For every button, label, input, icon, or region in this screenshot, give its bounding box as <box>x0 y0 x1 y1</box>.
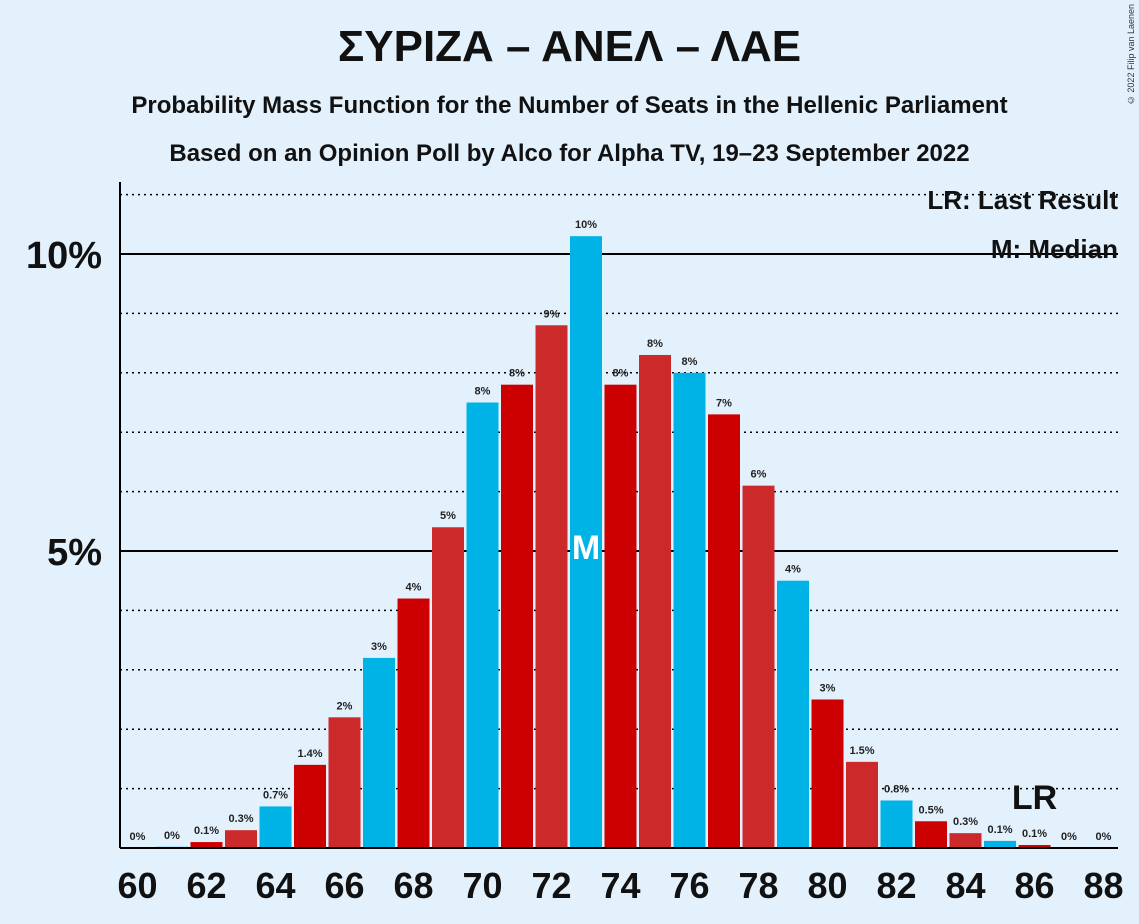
bar-68 <box>397 598 430 848</box>
chart-source: Based on an Opinion Poll by Alco for Alp… <box>169 140 970 167</box>
x-tick-label: 60 <box>117 865 157 906</box>
chart-title: ΣΥΡΙΖΑ – ΑΝΕΛ – ΛΑΕ <box>337 22 802 71</box>
data-label-69: 5% <box>440 510 456 522</box>
data-label-79: 4% <box>785 564 801 576</box>
data-label-74: 8% <box>613 368 629 380</box>
bar-81 <box>846 761 878 848</box>
bar-85 <box>984 840 1016 848</box>
bar-67 <box>363 657 395 848</box>
bar-66 <box>328 717 361 848</box>
data-label-86: 0.1% <box>1022 828 1047 840</box>
data-label-81: 1.5% <box>849 745 874 757</box>
data-label-73: 10% <box>575 219 597 231</box>
data-label-82: 0.8% <box>884 783 909 795</box>
data-label-83: 0.5% <box>918 804 943 816</box>
chart-subtitle: Probability Mass Function for the Number… <box>131 92 1008 119</box>
axes: 5% 10% 60 62 64 66 68 70 72 74 76 78 80 82 84 86 88 <box>26 182 1124 906</box>
x-tick-label: 66 <box>324 865 364 906</box>
x-tick-label: 82 <box>876 865 916 906</box>
bar-82 <box>880 800 913 848</box>
data-label-78: 6% <box>751 469 767 481</box>
data-label-63: 0.3% <box>228 813 253 825</box>
data-label-80: 3% <box>820 683 836 695</box>
legend-median: M: Median <box>991 234 1118 264</box>
bar-75 <box>639 354 671 848</box>
x-tick-label: 68 <box>393 865 433 906</box>
median-marker: M <box>572 529 600 567</box>
data-label-70: 8% <box>475 386 491 398</box>
bar-78 <box>742 485 775 848</box>
data-label-88: 0% <box>1096 831 1112 843</box>
bar-79 <box>777 580 809 848</box>
bar-80 <box>811 699 844 848</box>
x-tick-label: 78 <box>738 865 778 906</box>
legend-last-result: LR: Last Result <box>927 185 1118 215</box>
bar-84 <box>949 833 982 848</box>
bar-77 <box>708 414 740 848</box>
data-label-72: 9% <box>544 308 560 320</box>
x-tick-label: 72 <box>531 865 571 906</box>
bar-73 <box>570 236 602 848</box>
data-label-84: 0.3% <box>953 816 978 828</box>
data-label-61: 0% <box>164 830 180 842</box>
bar-83 <box>915 821 947 848</box>
x-tick-label: 88 <box>1083 865 1123 906</box>
bar-62 <box>190 842 223 848</box>
x-tick-label: 70 <box>462 865 502 906</box>
y-tick-label: 10% <box>26 235 102 277</box>
data-label-68: 4% <box>406 582 422 594</box>
bar-72 <box>535 325 568 848</box>
bar-69 <box>432 527 464 848</box>
data-label-75: 8% <box>647 338 663 350</box>
x-tick-label: 80 <box>807 865 847 906</box>
data-label-60: 0% <box>130 831 146 843</box>
data-label-65: 1.4% <box>297 748 322 760</box>
data-label-66: 2% <box>337 700 353 712</box>
x-tick-label: 64 <box>255 865 295 906</box>
bar-74 <box>604 384 637 848</box>
y-tick-label: 5% <box>47 532 102 574</box>
bar-76 <box>673 372 706 848</box>
data-label-85: 0.1% <box>987 824 1012 836</box>
bar-63 <box>225 830 257 848</box>
bar-70 <box>466 402 499 848</box>
x-tick-label: 74 <box>600 865 640 906</box>
data-label-62: 0.1% <box>194 825 219 837</box>
data-label-71: 8% <box>509 368 525 380</box>
bar-65 <box>294 764 326 848</box>
last-result-marker: LR <box>1012 779 1057 817</box>
x-tick-label: 62 <box>186 865 226 906</box>
data-label-87: 0% <box>1061 831 1077 843</box>
bars <box>156 236 1051 848</box>
x-tick-label: 76 <box>669 865 709 906</box>
x-tick-label: 84 <box>945 865 985 906</box>
bar-71 <box>501 384 533 848</box>
data-label-77: 7% <box>716 397 732 409</box>
bar-86 <box>1018 845 1051 848</box>
data-label-67: 3% <box>371 641 387 653</box>
data-label-76: 8% <box>682 356 698 368</box>
labels: 0% 0% 0.1% 0.3% 0.7% 1.4% 2% 3% 4% 5% 8% 8% 9% 10% 8% 8… <box>130 219 1112 843</box>
bar-64 <box>259 806 292 848</box>
data-label-64: 0.7% <box>263 789 288 801</box>
x-tick-label: 86 <box>1014 865 1054 906</box>
